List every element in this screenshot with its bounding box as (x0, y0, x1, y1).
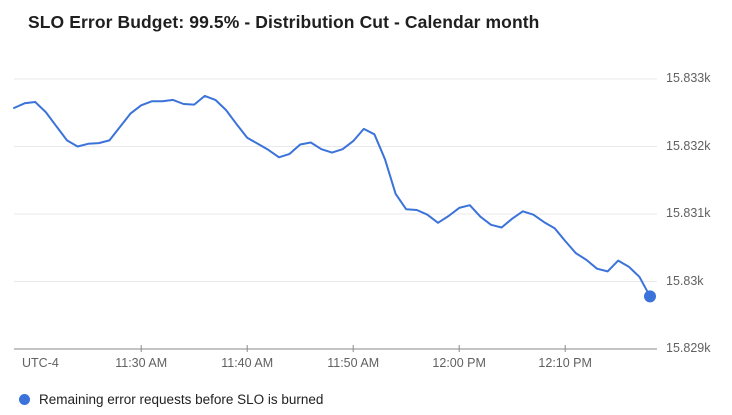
x-axis-tick-label: 12:00 PM (432, 356, 486, 370)
y-axis-tick-label: 15.832k (666, 138, 711, 153)
legend-marker-icon (19, 394, 30, 405)
series-end-point (644, 290, 656, 303)
series-line (13, 94, 651, 298)
timezone-label: UTC-4 (22, 356, 59, 370)
legend-label: Remaining error requests before SLO is b… (39, 392, 324, 407)
y-axis-tick-label: 15.829k (666, 341, 711, 355)
chart-legend: Remaining error requests before SLO is b… (19, 392, 323, 407)
x-axis-tick-label: 11:50 AM (327, 356, 380, 370)
y-axis-tick-label: 15.83k (666, 273, 704, 288)
x-axis-tick-label: 11:30 AM (115, 356, 168, 370)
y-axis-tick-label: 15.831k (666, 206, 711, 220)
y-axis-tick-label: 15.833k (666, 71, 711, 85)
chart-title: SLO Error Budget: 99.5% - Distribution C… (28, 12, 540, 32)
x-axis-tick-label: 11:40 AM (221, 356, 274, 370)
x-axis-tick-label: 12:10 PM (538, 356, 592, 370)
